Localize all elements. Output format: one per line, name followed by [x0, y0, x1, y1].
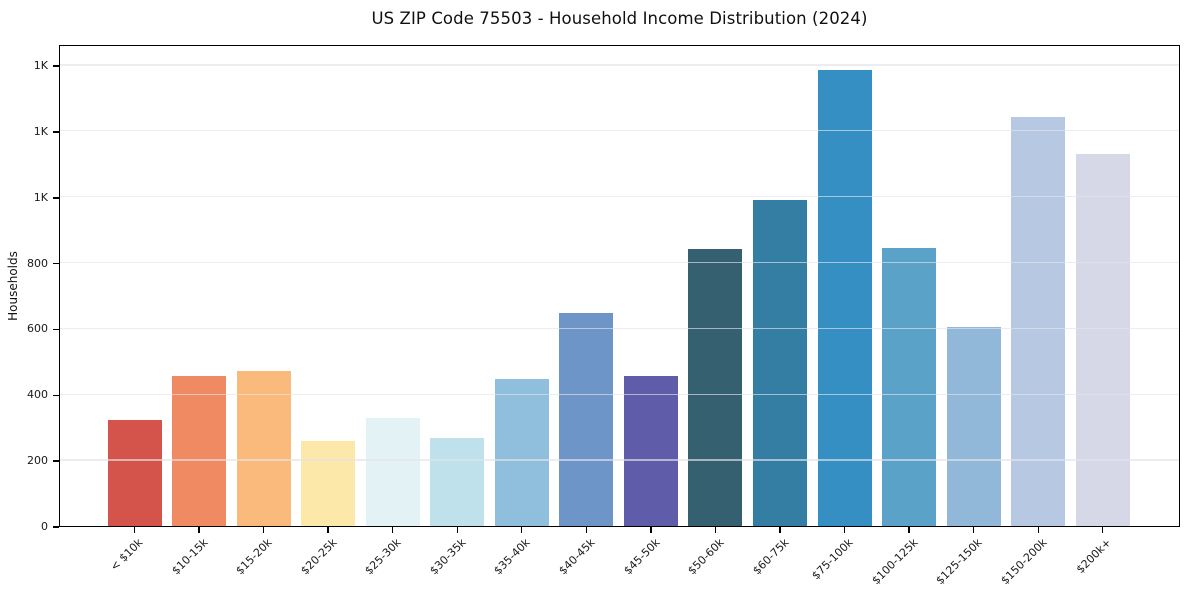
x-tick-label: $125-150k: [933, 536, 985, 588]
x-tick-mark: [908, 526, 910, 533]
plot-area: [59, 45, 1180, 527]
x-tick-mark: [585, 526, 588, 533]
y-tick-labels-group: 0 200 400 600 800 1K 1K 1K: [0, 45, 51, 533]
x-tick-mark: [133, 526, 136, 533]
gridline: [60, 393, 1179, 395]
bar: [559, 312, 614, 526]
bar: [688, 249, 743, 526]
x-tick-labels-group: < $10k $10-15k $15-20k $20-25k $25-30k $30-35…: [60, 534, 1179, 590]
x-tick-label: $40-45k: [556, 536, 598, 578]
y-tick-label: 1K: [33, 59, 48, 73]
y-tick-mark: [53, 328, 59, 331]
x-tick-mark: [198, 526, 200, 533]
gridline: [60, 130, 1179, 132]
x-tick-mark: [650, 526, 652, 533]
y-tick-label: 600: [27, 322, 48, 336]
x-tick-label: $15-20k: [233, 536, 275, 578]
x-tick-label: $30-35k: [427, 536, 469, 578]
x-tick-label: $200k+: [1073, 536, 1114, 577]
bar: [882, 247, 937, 526]
x-tick-label: $10-15k: [168, 536, 211, 578]
x-tick-mark: [843, 526, 846, 533]
x-tick-label: $25-30k: [362, 536, 404, 578]
x-tick-label: $35-40k: [491, 536, 534, 578]
bar: [753, 200, 807, 526]
bar: [817, 69, 872, 526]
gridline: [60, 261, 1179, 264]
x-tick-label: $50-60k: [685, 536, 727, 578]
y-tick-marks-group: [53, 45, 59, 528]
x-tick-mark: [1037, 526, 1039, 533]
gridline: [60, 64, 1179, 66]
x-tick-mark: [972, 526, 975, 533]
x-tick-mark: [392, 526, 394, 533]
x-tick-label: $150-200k: [998, 536, 1050, 588]
bar: [946, 326, 1001, 526]
y-tick-label: 1K: [33, 124, 48, 138]
bar: [172, 376, 227, 526]
x-tick-mark: [456, 526, 458, 533]
bar: [1011, 116, 1066, 526]
bar: [301, 441, 356, 526]
x-tick-mark: [779, 526, 781, 533]
x-tick-mark: [1102, 526, 1104, 533]
bar: [430, 437, 485, 526]
chart-title: US ZIP Code 75503 - Household Income Dis…: [371, 9, 868, 28]
y-tick-mark: [53, 460, 59, 462]
x-tick-mark: [262, 526, 265, 533]
x-tick-mark: [714, 526, 717, 533]
y-tick-label: 800: [27, 256, 48, 270]
x-tick-label: < $10k: [108, 536, 146, 574]
y-tick-label: 1K: [33, 190, 48, 204]
y-tick-mark: [53, 394, 59, 397]
bar: [107, 420, 162, 526]
x-tick-mark: [327, 526, 329, 533]
y-tick-label: 0: [41, 520, 48, 533]
bar: [494, 379, 549, 526]
y-tick-label: 200: [27, 454, 48, 468]
bar: [1075, 154, 1130, 526]
y-tick-mark: [53, 65, 59, 67]
x-tick-label: $100-125k: [869, 536, 921, 588]
y-tick-mark: [53, 526, 59, 528]
x-tick-label: $45-50k: [620, 536, 663, 578]
y-tick-label: 400: [27, 388, 48, 402]
y-tick-mark: [53, 131, 59, 133]
bar: [236, 371, 291, 526]
x-tick-label: $75-100k: [809, 536, 856, 583]
y-tick-mark: [53, 262, 59, 265]
bar: [623, 375, 678, 526]
gridline: [60, 327, 1179, 329]
gridline: [60, 459, 1179, 461]
bar: [365, 418, 420, 526]
x-tick-marks-group: [60, 526, 1179, 533]
x-tick-label: $60-75k: [749, 536, 792, 578]
x-tick-label: $20-25k: [298, 536, 340, 578]
gridline: [60, 196, 1179, 198]
y-tick-mark: [53, 197, 59, 199]
x-tick-mark: [521, 526, 523, 533]
